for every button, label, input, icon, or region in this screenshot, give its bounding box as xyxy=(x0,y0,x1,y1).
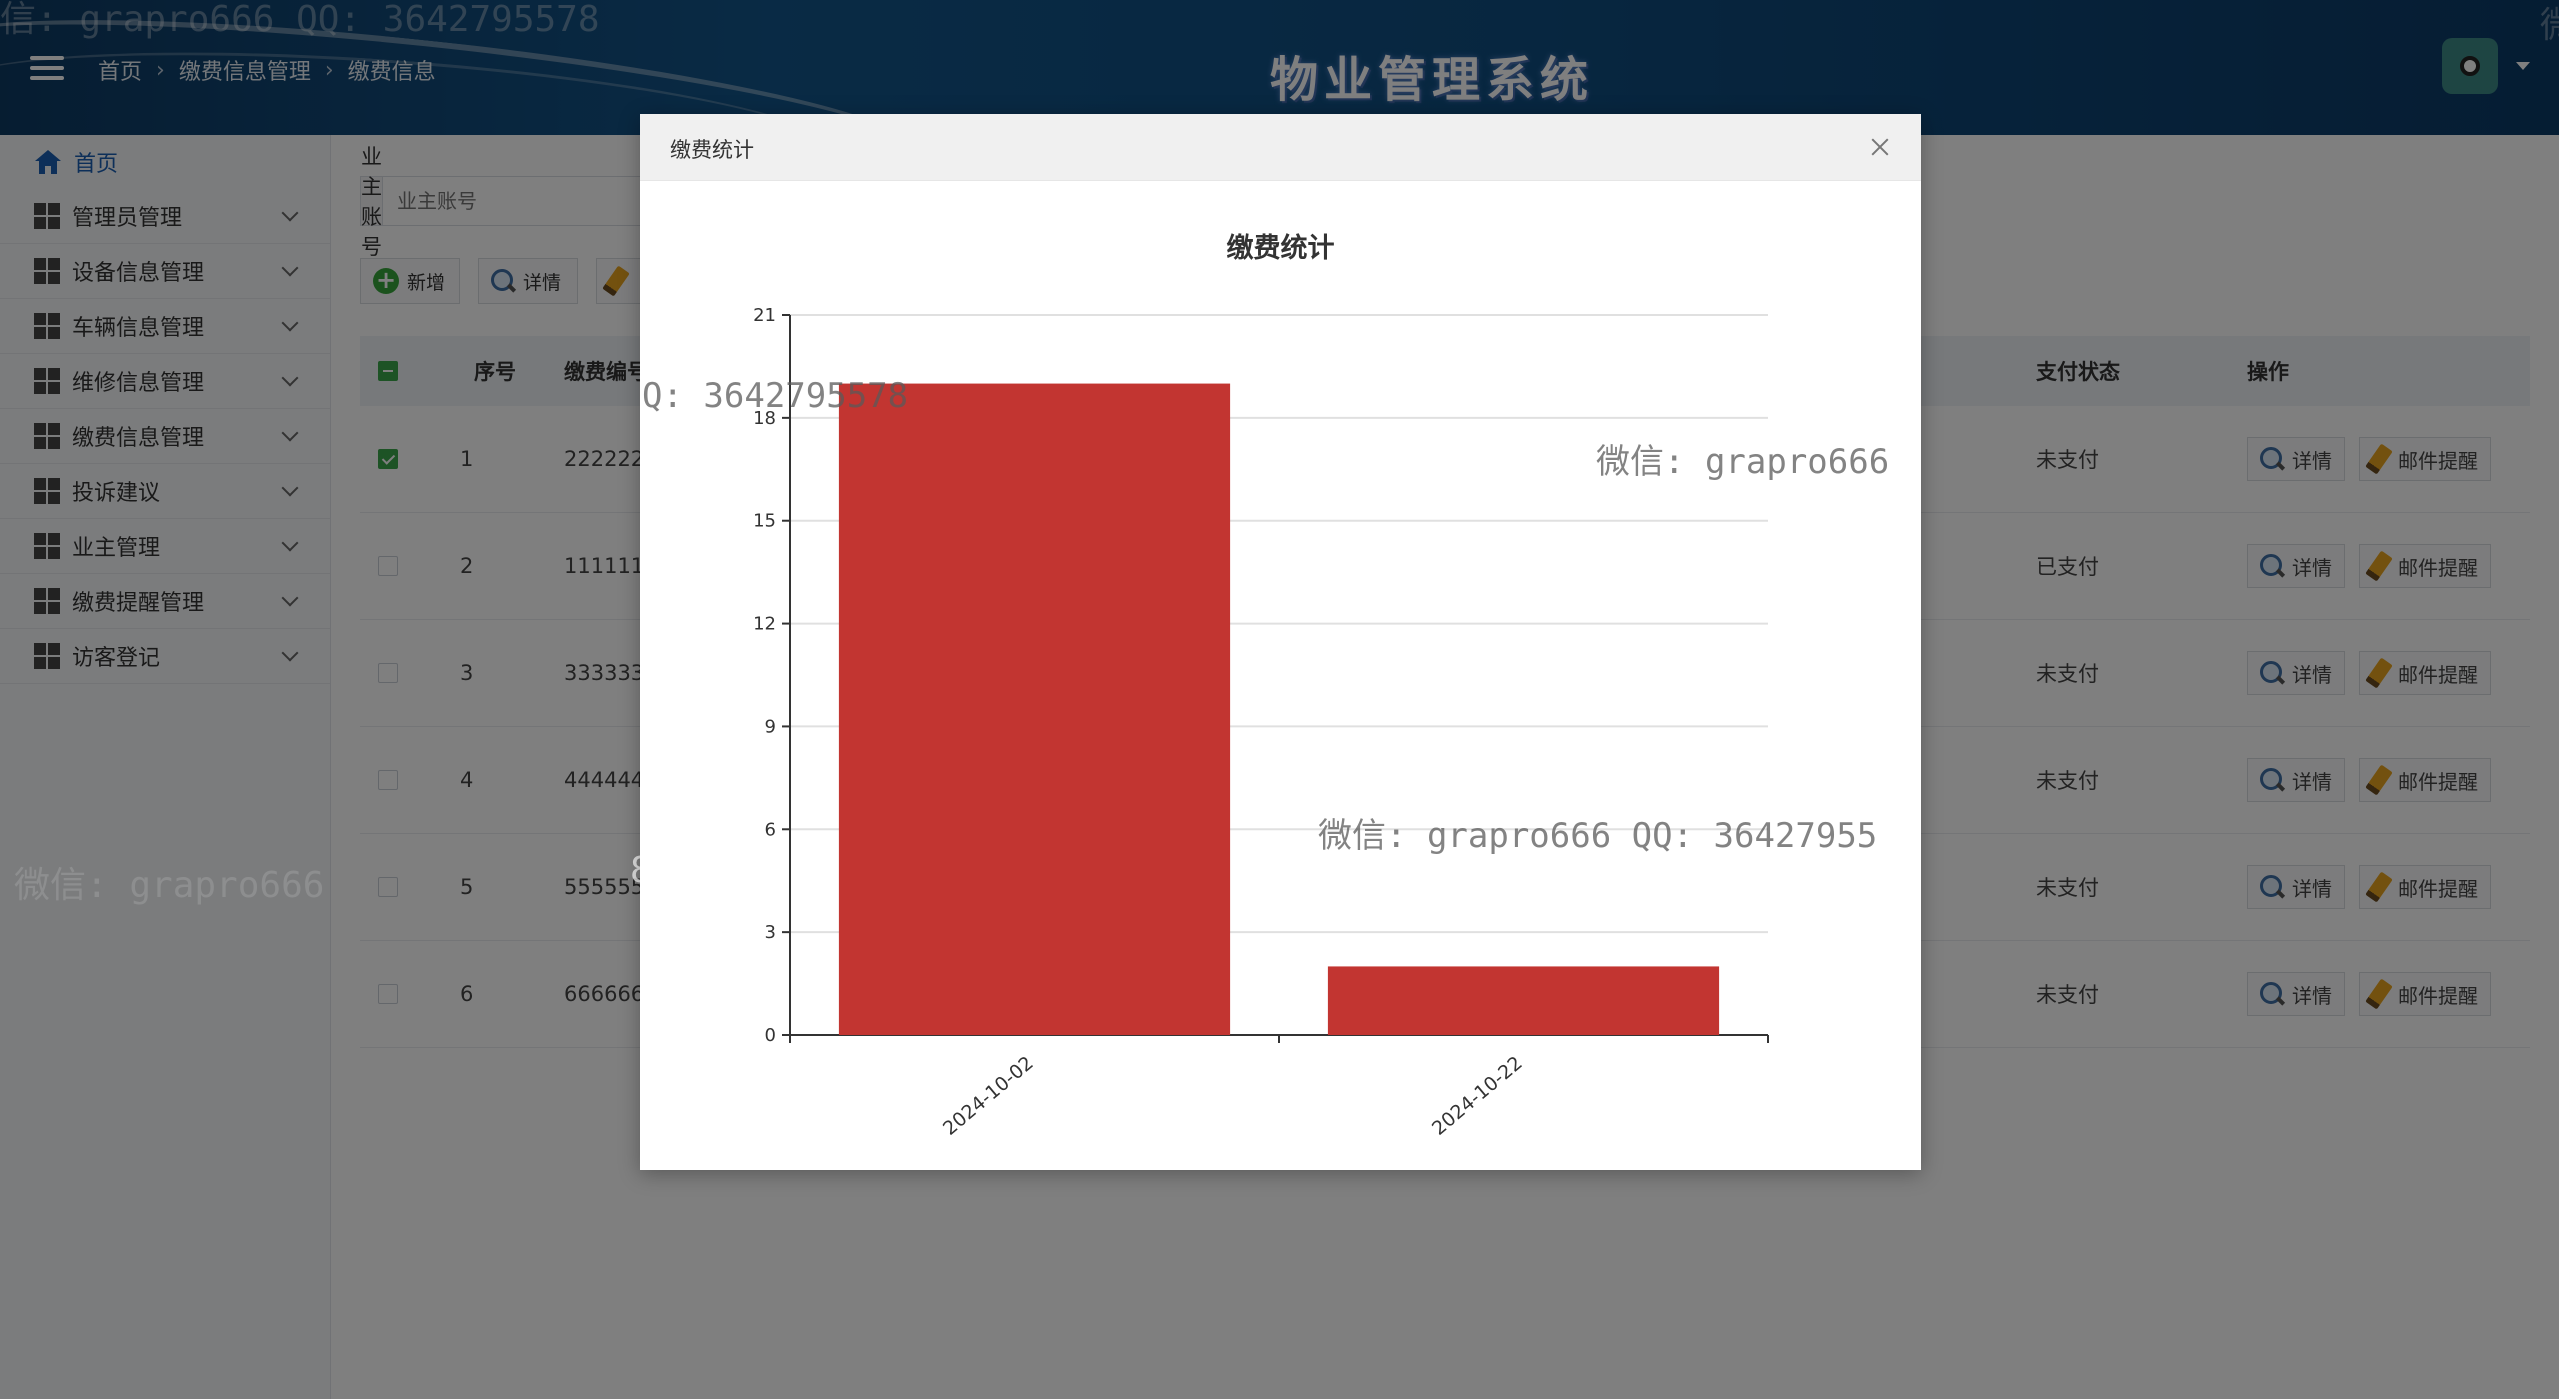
bar xyxy=(838,383,1231,1035)
y-tick-label: 21 xyxy=(753,305,776,326)
close-icon[interactable] xyxy=(1869,136,1891,158)
modal-title: 缴费统计 xyxy=(670,138,754,162)
statistics-modal: 缴费统计 缴费统计 0 3 6 9 12 15 18 21 2024-10-02 2024-10-… xyxy=(640,114,1921,1170)
y-tick-label: 12 xyxy=(753,614,776,635)
x-tick-label: 2024-10-22 xyxy=(1428,1052,1527,1140)
bar-chart: 0 3 6 9 12 15 18 21 2024-10-02 2024-10-22 xyxy=(753,305,1769,1140)
y-tick-label: 3 xyxy=(765,922,776,943)
y-tick-label: 6 xyxy=(765,819,776,840)
y-tick-label: 0 xyxy=(765,1025,776,1046)
y-tick-label: 15 xyxy=(753,511,776,532)
y-tick-label: 18 xyxy=(753,408,776,429)
modal-header: 缴费统计 xyxy=(640,114,1921,181)
x-tick-label: 2024-10-02 xyxy=(939,1052,1038,1140)
chart-title: 缴费统计 xyxy=(1226,233,1335,264)
bar xyxy=(1327,966,1720,1035)
y-tick-label: 9 xyxy=(765,716,776,737)
